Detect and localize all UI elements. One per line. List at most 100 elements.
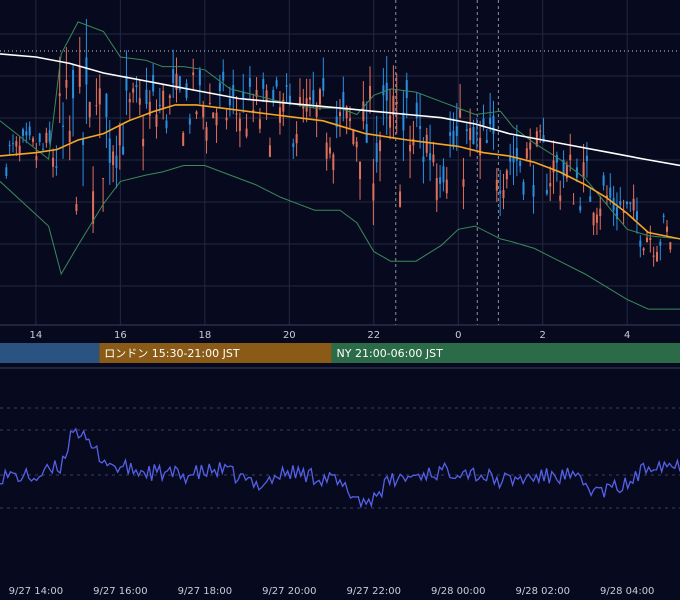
candle-body xyxy=(102,178,105,180)
price-x-tick-label: 2 xyxy=(540,330,546,341)
candle-body xyxy=(372,183,375,201)
candle-body xyxy=(258,119,261,129)
candle-body xyxy=(632,198,635,211)
candle-body xyxy=(542,135,545,143)
candle-body xyxy=(52,157,55,167)
candle-body xyxy=(58,93,61,97)
candle-body xyxy=(525,148,528,159)
candle-body xyxy=(325,142,328,159)
candle-body xyxy=(635,211,638,220)
candle-body xyxy=(472,126,475,145)
candle-body xyxy=(579,206,582,211)
candle-body xyxy=(62,125,65,127)
candle-body xyxy=(78,66,81,87)
candle-body xyxy=(512,157,515,163)
candle-body xyxy=(389,115,392,128)
session-label: ロンドン 15:30-21:00 JST xyxy=(104,347,240,360)
candle-body xyxy=(108,138,111,163)
candle-body xyxy=(132,88,135,93)
candle-body xyxy=(519,161,522,166)
candle-body xyxy=(462,179,465,187)
candle-body xyxy=(178,76,181,90)
candle-body xyxy=(188,118,191,125)
session-bar: ロンドン 15:30-21:00 JST NY 21:00-06:00 JST xyxy=(0,343,680,363)
candle-body xyxy=(529,142,532,150)
candle-body xyxy=(405,80,408,99)
candle-body xyxy=(555,155,558,163)
candle-body xyxy=(285,85,288,87)
candle-body xyxy=(45,132,48,143)
candle-body xyxy=(205,127,208,141)
candle-body xyxy=(665,226,668,232)
candle-body xyxy=(495,179,498,191)
candle-body xyxy=(619,201,622,205)
price-panel-grid xyxy=(0,0,680,326)
candle-body xyxy=(22,129,25,136)
candle-body xyxy=(182,132,185,146)
candle-body xyxy=(475,132,478,134)
osc-x-tick-label: 9/27 18:00 xyxy=(178,586,232,597)
candle-body xyxy=(115,155,118,168)
candle-body xyxy=(5,167,8,177)
candle-body xyxy=(439,177,442,184)
candle-body xyxy=(392,95,395,116)
candle-body xyxy=(562,159,565,177)
candle-body xyxy=(112,151,115,166)
candle-body xyxy=(295,134,298,144)
candle-body xyxy=(382,85,385,96)
candle-body xyxy=(118,125,121,146)
candle-body xyxy=(318,89,321,105)
candle-body xyxy=(342,92,345,109)
candle-body xyxy=(198,70,201,86)
candle-body xyxy=(332,154,335,171)
candle-body xyxy=(595,214,598,223)
price-x-tick-label: 20 xyxy=(283,330,296,341)
candle-body xyxy=(128,98,131,103)
candle-body xyxy=(235,113,238,115)
candle-body xyxy=(469,128,472,141)
oscillator-line xyxy=(0,427,680,509)
candle-body xyxy=(125,75,128,91)
oscillator-panel[interactable] xyxy=(0,427,680,509)
candle-body xyxy=(465,129,468,132)
candle-body xyxy=(599,208,602,217)
candle-body xyxy=(649,237,652,240)
osc-x-tick-label: 9/27 14:00 xyxy=(9,586,63,597)
candle-body xyxy=(85,57,88,85)
candle-body xyxy=(255,89,258,97)
oscillator-x-axis: 9/27 14:00 9/27 16:00 9/27 18:00 9/27 20:00… xyxy=(9,586,655,597)
price-x-tick-label: 22 xyxy=(367,330,380,341)
candle-body xyxy=(272,89,275,103)
bollinger-lower-line xyxy=(0,165,680,310)
osc-x-tick-label: 9/28 02:00 xyxy=(516,586,570,597)
osc-x-tick-label: 9/27 22:00 xyxy=(347,586,401,597)
candle-body xyxy=(659,241,662,246)
candle-body xyxy=(145,89,148,104)
candle-body xyxy=(362,101,365,121)
candle-body xyxy=(155,114,158,127)
candle-body xyxy=(442,166,445,183)
candle-body xyxy=(669,242,672,250)
candle-body xyxy=(262,78,265,89)
candle-body xyxy=(339,112,341,117)
candle-body xyxy=(308,97,311,100)
osc-x-tick-label: 9/27 20:00 xyxy=(262,586,316,597)
candle-body xyxy=(242,91,245,99)
candle-body xyxy=(402,112,405,131)
price-panel[interactable] xyxy=(0,18,680,310)
candle-body xyxy=(549,183,552,187)
candle-body xyxy=(559,195,562,201)
candle-body xyxy=(232,85,235,97)
candle-body xyxy=(312,90,315,105)
candle-body xyxy=(522,181,525,195)
candle-body xyxy=(165,120,168,129)
candle-body xyxy=(629,202,632,204)
candle-body xyxy=(92,191,95,224)
candle-body xyxy=(162,90,165,108)
candle-body xyxy=(652,255,655,257)
candle-body xyxy=(572,203,575,205)
candle-body xyxy=(602,175,605,186)
candle-body xyxy=(138,98,141,105)
price-x-tick-label: 0 xyxy=(455,330,461,341)
